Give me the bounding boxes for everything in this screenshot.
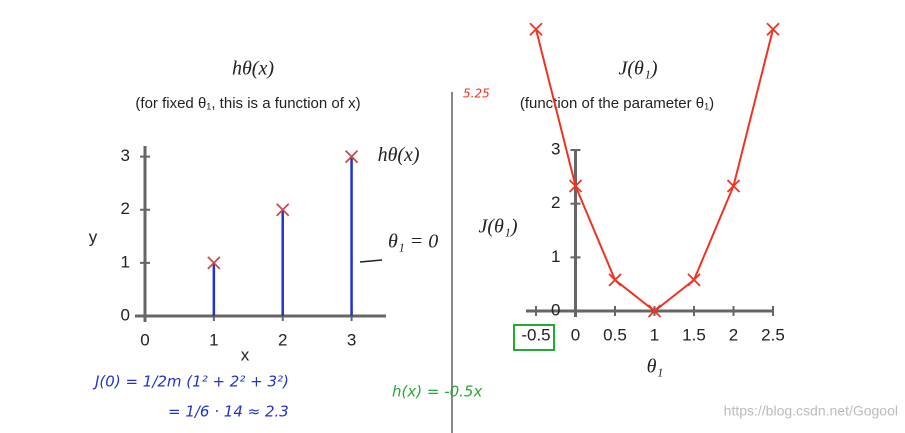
x-tick-label: 0.5 xyxy=(603,325,627,344)
annotation: J(0) = 1/2m (1² + 2² + 3²) xyxy=(92,373,289,391)
x-tick-label: 1 xyxy=(209,330,218,349)
x-tick-label: 2 xyxy=(729,325,738,344)
y-axis-label: J(θ₁) xyxy=(479,216,518,238)
x-tick-label: 1 xyxy=(650,325,659,344)
data-point xyxy=(726,179,741,193)
x-tick-label: 2 xyxy=(278,330,287,349)
x-tick-label: 2.5 xyxy=(761,325,785,344)
chart-title: hθ(x) xyxy=(232,58,274,80)
data-point xyxy=(608,273,622,287)
series-label: hθ(x) xyxy=(378,144,420,166)
x-axis-label: x xyxy=(241,345,250,364)
x-tick-label: 0 xyxy=(571,325,580,344)
x-tick-label: 0 xyxy=(140,330,149,349)
y-tick-label: 3 xyxy=(551,139,560,158)
data-point xyxy=(766,22,780,36)
data-point xyxy=(276,203,290,217)
data-point xyxy=(687,273,701,287)
data-point xyxy=(568,179,583,193)
x-axis-label: θ₁ xyxy=(647,356,664,378)
y-tick-label: 2 xyxy=(551,193,560,212)
y-tick-label: 2 xyxy=(121,199,130,218)
annotation: = 1/6 · 14 ≈ 2.3 xyxy=(168,403,289,421)
y-tick-label: 1 xyxy=(121,252,130,271)
y-tick-label: 1 xyxy=(551,247,560,266)
watermark: https://blog.csdn.net/Gogool xyxy=(724,403,898,419)
y-tick-label: 0 xyxy=(121,305,130,324)
chart-subtitle: (function of the parameter θ₁) xyxy=(520,95,714,112)
x-tick-label: 1.5 xyxy=(682,325,706,344)
y-axis-label: y xyxy=(89,227,98,246)
y-tick-label: 0 xyxy=(551,300,560,319)
y-tick-label: 3 xyxy=(121,146,130,165)
data-point xyxy=(344,149,359,164)
data-point xyxy=(207,256,221,270)
annotation: 5.25 xyxy=(463,87,490,101)
annotation: θ₁ = 0 xyxy=(388,231,438,253)
chart-title: J(θ₁) xyxy=(619,58,658,80)
chart-subtitle: (for fixed θ₁, this is a function of x) xyxy=(135,95,360,112)
x-tick-label: -0.5 xyxy=(521,325,550,344)
x-tick-label: 3 xyxy=(347,330,356,349)
highlight-box xyxy=(513,324,555,351)
data-point xyxy=(647,304,662,318)
annotation: h(x) = -0.5x xyxy=(392,383,482,401)
underline xyxy=(359,259,383,263)
data-point xyxy=(529,22,543,36)
